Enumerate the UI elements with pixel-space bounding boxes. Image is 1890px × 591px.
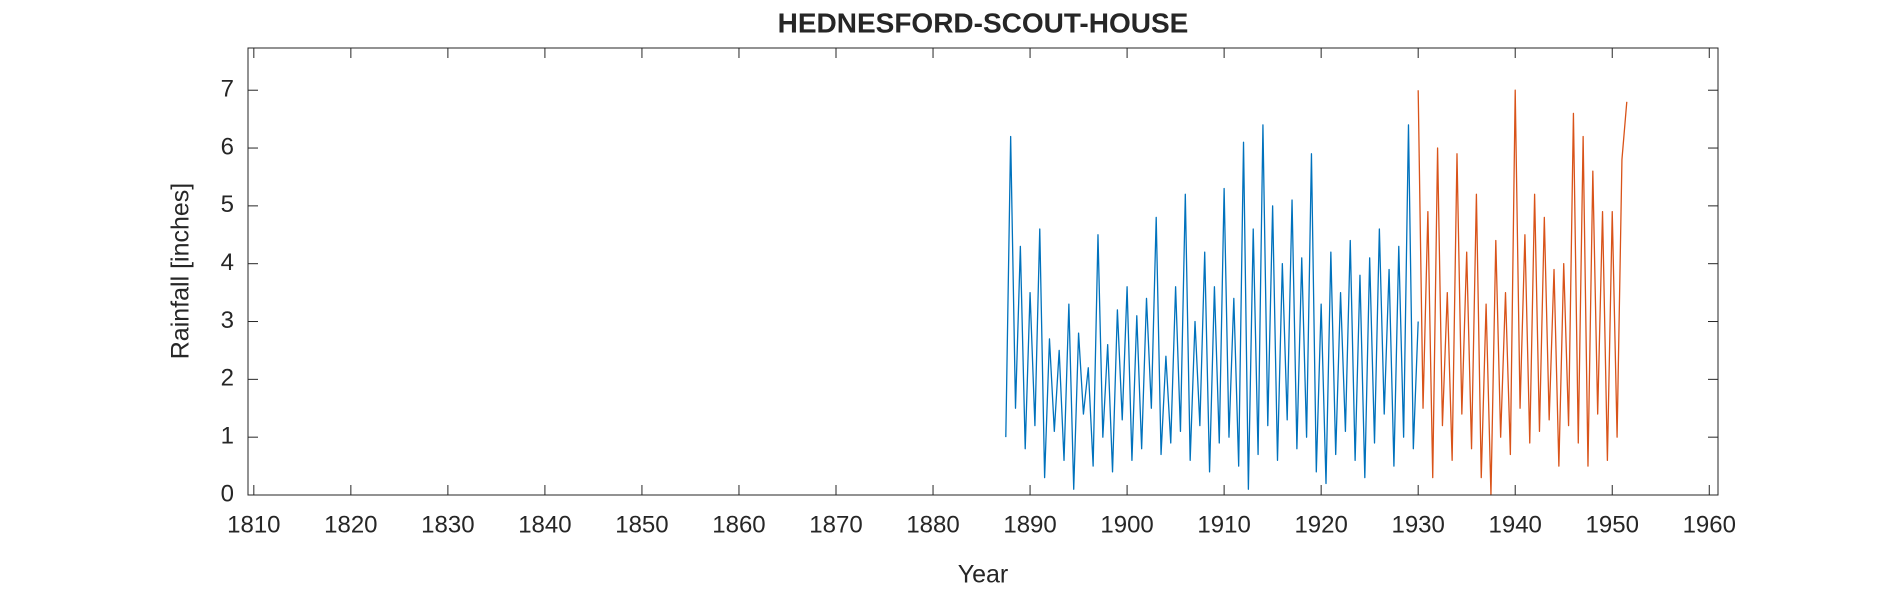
y-tick-label: 5 [221,191,234,218]
x-tick-label: 1810 [227,511,280,538]
x-tick-label: 1820 [324,511,377,538]
y-tick-label: 3 [221,307,234,334]
x-tick-label: 1900 [1100,511,1153,538]
data-line [1417,89,1628,496]
axes-box [247,47,1719,496]
x-tick-label: 1910 [1197,511,1250,538]
y-tick-label: 1 [221,423,234,450]
x-tick-label: 1860 [712,511,765,538]
y-axis-label: Rainfall [inches] [167,183,195,359]
x-tick-label: 1880 [906,511,959,538]
plot-area [248,48,1718,495]
y-tick-label: 0 [221,480,234,507]
x-tick-label: 1850 [615,511,668,538]
x-tick-label: 1960 [1683,511,1736,538]
x-tick-label: 1840 [518,511,571,538]
x-tick-label: 1890 [1003,511,1056,538]
x-tick-label: 1830 [421,511,474,538]
y-tick-label: 4 [221,249,234,276]
x-tick-label: 1870 [809,511,862,538]
data-line [1005,124,1419,490]
y-tick-label: 6 [221,133,234,160]
x-axis-label: Year [958,561,1009,589]
chart-title: HEDNESFORD-SCOUT-HOUSE [778,7,1189,38]
x-tick-label: 1930 [1391,511,1444,538]
x-tick-label: 1940 [1489,511,1542,538]
y-tick-label: 7 [221,76,234,103]
x-tick-label: 1920 [1294,511,1347,538]
y-tick-label: 2 [221,365,234,392]
x-tick-label: 1950 [1586,511,1639,538]
